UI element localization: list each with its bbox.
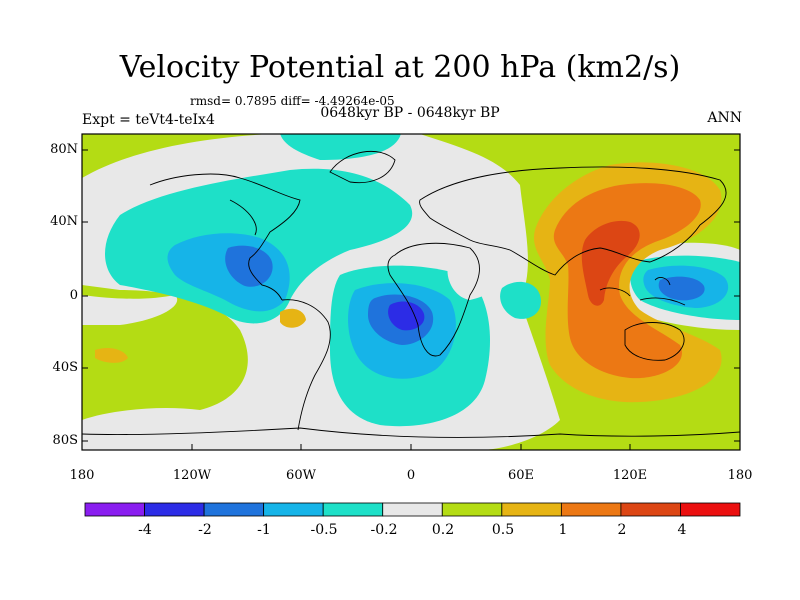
lon-label-120w: 120W: [172, 468, 212, 483]
colorbar-box: [501, 502, 562, 517]
colorbar-label: 0.2: [431, 522, 455, 538]
colorbar-box: [203, 502, 265, 517]
colorbar-box: [680, 502, 741, 517]
colorbar-label: -0.5: [310, 522, 338, 538]
lat-label-40s: 40S: [52, 360, 78, 375]
lon-label-60e: 60E: [507, 468, 535, 483]
lon-label-120e: 120E: [612, 468, 648, 483]
season-label: ANN: [707, 110, 742, 126]
colorbar-box: [620, 502, 681, 517]
colorbar-box: [322, 502, 384, 517]
period-label: 0648kyr BP - 0648kyr BP: [320, 105, 500, 121]
map-title: Velocity Potential at 200 hPa (km2/s): [119, 50, 681, 85]
colorbar-label: -2: [198, 522, 212, 538]
colorbar-box: [560, 502, 622, 517]
lon-label-60w: 60W: [286, 468, 316, 483]
lon-label-0: 0: [406, 468, 416, 483]
lat-label-80n: 80N: [50, 142, 78, 157]
colorbar-label: -1: [257, 522, 271, 538]
colorbar-label: 2: [617, 522, 627, 538]
coastlines: [82, 150, 740, 438]
stats-line: rmsd= 0.7895 diff= -4.49264e-05: [190, 94, 395, 108]
colorbar-label: -0.2: [370, 522, 398, 538]
lon-label-180w: 180: [69, 468, 95, 483]
colorbar-label: 4: [677, 522, 687, 538]
lat-label-80s: 80S: [52, 433, 78, 448]
lat-label-40n: 40N: [50, 214, 78, 229]
colorbar-box: [263, 502, 324, 517]
colorbar-label: 0.5: [491, 522, 515, 538]
colorbar: [84, 502, 741, 517]
lon-label-180e: 180: [727, 468, 753, 483]
colorbar-box: [144, 502, 205, 517]
field-pos-high: [553, 183, 701, 379]
colorbar-box: [382, 502, 443, 517]
colorbar-box: [441, 502, 503, 517]
colorbar-label: -4: [138, 522, 152, 538]
colorbar-box: [84, 502, 145, 517]
experiment-label: Expt = teVt4-teIx4: [82, 112, 215, 128]
lat-label-0: 0: [69, 288, 78, 303]
contour-field: [82, 134, 740, 450]
axis-ticks: [81, 149, 741, 450]
colorbar-label: 1: [558, 522, 568, 538]
